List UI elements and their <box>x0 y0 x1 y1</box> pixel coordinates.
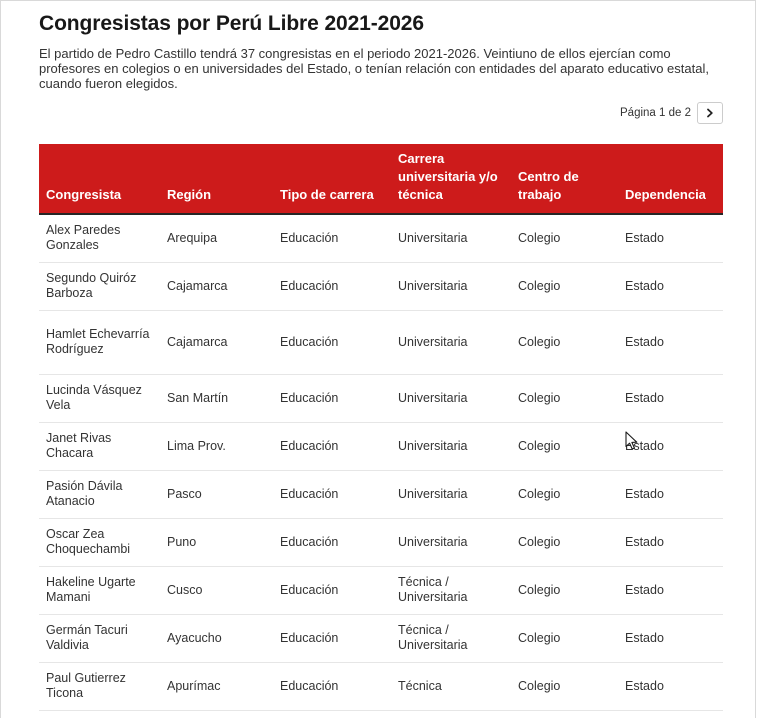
cell-congresista: Oscar Zea Choquechambi <box>39 518 160 567</box>
column-header-carrera-universitaria-tecnica[interactable]: Carrera universitaria y/o técnica <box>391 144 511 215</box>
cell-dependencia: Estado <box>618 374 723 423</box>
cell-region: Apurímac <box>160 662 273 711</box>
cell-centro-trabajo: Colegio <box>511 310 618 375</box>
pagination-label: Página 1 de 2 <box>620 107 691 119</box>
cell-tipo-carrera: Educación <box>273 374 391 423</box>
table-row: Pasión Dávila Atanacio Pasco Educación U… <box>39 470 723 519</box>
cell-centro-trabajo: Colegio <box>511 470 618 519</box>
congresistas-table-container: Congresista Región Tipo de carrera Carre… <box>39 144 723 711</box>
cell-region: Puno <box>160 518 273 567</box>
cell-dependencia: Estado <box>618 310 723 375</box>
cell-region: Cajamarca <box>160 310 273 375</box>
table-row: Hakeline Ugarte Mamani Cusco Educación T… <box>39 566 723 615</box>
cell-congresista: Germán Tacuri Valdivia <box>39 614 160 663</box>
table-row: Segundo Quiróz Barboza Cajamarca Educaci… <box>39 262 723 311</box>
cell-congresista: Janet Rivas Chacara <box>39 422 160 471</box>
cell-carrera: Universitaria <box>391 422 511 471</box>
cell-centro-trabajo: Colegio <box>511 374 618 423</box>
cell-region: San Martín <box>160 374 273 423</box>
cell-centro-trabajo: Colegio <box>511 214 618 263</box>
cell-carrera: Técnica / Universitaria <box>391 614 511 663</box>
cell-carrera: Técnica <box>391 662 511 711</box>
cell-carrera: Universitaria <box>391 374 511 423</box>
pagination: Página 1 de 2 <box>620 102 723 124</box>
column-header-dependencia[interactable]: Dependencia <box>618 144 723 215</box>
cell-tipo-carrera: Educación <box>273 214 391 263</box>
cell-carrera: Universitaria <box>391 214 511 263</box>
cell-dependencia: Estado <box>618 422 723 471</box>
cell-dependencia: Estado <box>618 262 723 311</box>
table-row: Janet Rivas Chacara Lima Prov. Educación… <box>39 422 723 471</box>
cell-congresista: Segundo Quiróz Barboza <box>39 262 160 311</box>
chevron-right-icon <box>707 108 713 118</box>
cell-congresista: Alex Paredes Gonzales <box>39 214 160 263</box>
cell-centro-trabajo: Colegio <box>511 518 618 567</box>
page-title: Congresistas por Perú Libre 2021-2026 <box>39 12 424 35</box>
congresistas-table: Congresista Región Tipo de carrera Carre… <box>39 144 723 711</box>
cell-tipo-carrera: Educación <box>273 422 391 471</box>
column-header-centro-trabajo[interactable]: Centro de trabajo <box>511 144 618 215</box>
cell-congresista: Hakeline Ugarte Mamani <box>39 566 160 615</box>
cell-congresista: Lucinda Vásquez Vela <box>39 374 160 423</box>
cell-region: Cusco <box>160 566 273 615</box>
cell-tipo-carrera: Educación <box>273 310 391 375</box>
cell-dependencia: Estado <box>618 614 723 663</box>
cell-centro-trabajo: Colegio <box>511 566 618 615</box>
cell-congresista: Pasión Dávila Atanacio <box>39 470 160 519</box>
cell-dependencia: Estado <box>618 214 723 263</box>
table-row: Lucinda Vásquez Vela San Martín Educació… <box>39 374 723 423</box>
cell-dependencia: Estado <box>618 566 723 615</box>
column-header-congresista[interactable]: Congresista <box>39 144 160 215</box>
cell-region: Arequipa <box>160 214 273 263</box>
cell-region: Pasco <box>160 470 273 519</box>
cell-centro-trabajo: Colegio <box>511 262 618 311</box>
cell-tipo-carrera: Educación <box>273 518 391 567</box>
cell-tipo-carrera: Educación <box>273 262 391 311</box>
cell-centro-trabajo: Colegio <box>511 422 618 471</box>
column-header-region[interactable]: Región <box>160 144 273 215</box>
cell-dependencia: Estado <box>618 518 723 567</box>
table-row: Oscar Zea Choquechambi Puno Educación Un… <box>39 518 723 567</box>
cell-tipo-carrera: Educación <box>273 566 391 615</box>
table-row: Germán Tacuri Valdivia Ayacucho Educació… <box>39 614 723 663</box>
cell-dependencia: Estado <box>618 662 723 711</box>
table-row: Alex Paredes Gonzales Arequipa Educación… <box>39 214 723 263</box>
table-header-row: Congresista Región Tipo de carrera Carre… <box>39 144 723 215</box>
cell-centro-trabajo: Colegio <box>511 662 618 711</box>
cell-dependencia: Estado <box>618 470 723 519</box>
cell-congresista: Paul Gutierrez Ticona <box>39 662 160 711</box>
cell-centro-trabajo: Colegio <box>511 614 618 663</box>
page-description: El partido de Pedro Castillo tendrá 37 c… <box>39 46 709 91</box>
cell-carrera: Universitaria <box>391 470 511 519</box>
cell-carrera: Universitaria <box>391 518 511 567</box>
cell-region: Lima Prov. <box>160 422 273 471</box>
cell-tipo-carrera: Educación <box>273 470 391 519</box>
next-page-button[interactable] <box>697 102 723 124</box>
cell-tipo-carrera: Educación <box>273 614 391 663</box>
cell-carrera: Universitaria <box>391 262 511 311</box>
cell-congresista: Hamlet Echevarría Rodríguez <box>39 310 160 375</box>
table-row: Hamlet Echevarría Rodríguez Cajamarca Ed… <box>39 310 723 375</box>
cell-region: Ayacucho <box>160 614 273 663</box>
table-row: Paul Gutierrez Ticona Apurímac Educación… <box>39 662 723 711</box>
column-header-tipo-carrera[interactable]: Tipo de carrera <box>273 144 391 215</box>
mouse-pointer-icon <box>625 431 638 450</box>
cell-region: Cajamarca <box>160 262 273 311</box>
cell-carrera: Técnica / Universitaria <box>391 566 511 615</box>
cell-carrera: Universitaria <box>391 310 511 375</box>
cell-tipo-carrera: Educación <box>273 662 391 711</box>
